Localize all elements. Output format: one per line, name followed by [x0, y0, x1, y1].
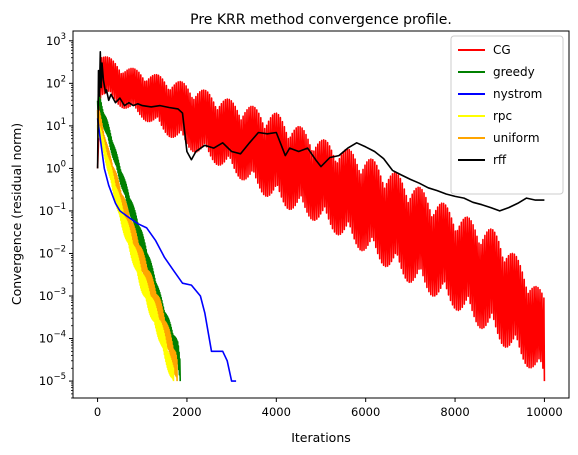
series-line-CG [96, 56, 546, 382]
legend-label: CG [493, 43, 511, 57]
y-tick-label: 102 [46, 74, 66, 90]
legend: CG greedy nystrom rpc uniform rff [450, 35, 564, 195]
y-tick-label: 10−1 [39, 202, 66, 218]
y-axis-label: Convergence (residual norm) [9, 123, 24, 305]
x-tick-label: 4000 [262, 405, 291, 419]
x-axis-label: Iterations [291, 430, 351, 445]
x-tick-label: 0 [94, 405, 101, 419]
x-tick-label: 6000 [351, 405, 380, 419]
y-tick-label: 10−4 [39, 330, 66, 346]
legend-label: nystrom [493, 87, 542, 101]
legend-label: greedy [493, 65, 535, 79]
series-line-nystrom [96, 118, 237, 382]
y-axis: 10−5 10−4 10−3 10−2 10−1 100 101 102 103 [39, 32, 73, 399]
y-tick-label: 10−3 [39, 287, 66, 303]
x-tick-label: 8000 [440, 405, 469, 419]
y-tick-label: 100 [46, 159, 66, 175]
x-axis: 0 2000 4000 6000 8000 10000 [94, 398, 563, 419]
x-tick-label: 10000 [526, 405, 563, 419]
legend-label: rpc [493, 109, 512, 123]
y-tick-label: 10−2 [39, 244, 66, 260]
x-tick-label: 2000 [172, 405, 201, 419]
legend-label: rff [493, 153, 507, 167]
y-tick-label: 103 [46, 32, 66, 48]
series-layer [96, 51, 546, 382]
y-tick-label: 101 [46, 117, 66, 133]
series-line-rff [96, 51, 545, 212]
plot-frame [72, 30, 570, 399]
legend-label: uniform [493, 131, 540, 145]
legend-box [450, 35, 564, 195]
series-line-rpc [96, 124, 175, 382]
chart-title: Pre KRR method convergence profile. [190, 12, 452, 28]
y-tick-label: 10−5 [39, 372, 66, 388]
